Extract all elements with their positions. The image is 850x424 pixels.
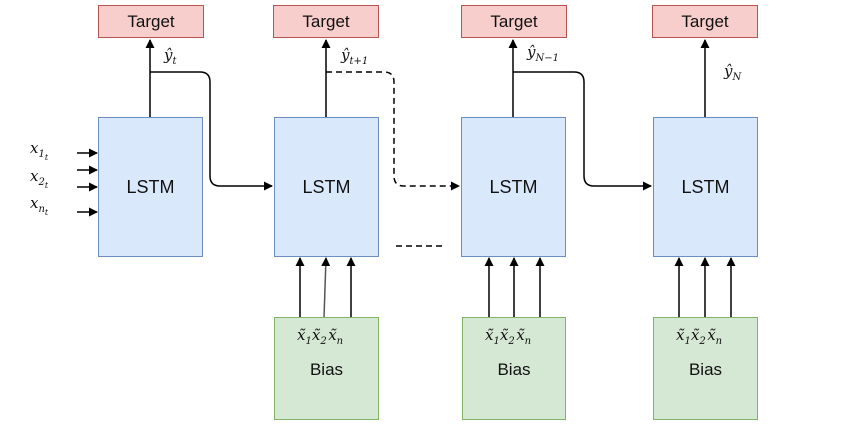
input-label-xnt: xnt [30,194,49,217]
bias-label: Bias [688,360,723,379]
bias-input-labels-1: x̃1x̃2 x̃n [297,326,344,347]
bias-arrow-1-2 [321,257,331,319]
target-box-4: Target [652,5,758,38]
prediction-label-1: ŷt [164,46,177,67]
recurrent-arrow-1 [150,71,273,191]
bias-label: Bias [309,360,344,379]
prediction-label-3: ŷN−1 [527,43,559,64]
target-box-1: Target [98,5,204,38]
recurrent-arrow-2 [326,71,460,191]
bias-input-labels-2: x̃1x̃2 x̃n [485,326,532,347]
bias-label: Bias [497,360,531,379]
input-label-x2t: x2t [30,167,49,190]
bias-box-3: Bias [653,317,758,420]
lstm-cell-4: LSTM [653,117,758,257]
bias-box-2: Bias [462,317,566,420]
target-box-3: Target [461,5,567,38]
bias-input-labels-3: x̃1x̃2 x̃n [676,326,723,347]
lstm-cell-3: LSTM [461,117,566,257]
input-label-x1t: x1t [30,139,49,162]
target-box-2: Target [273,5,379,38]
prediction-label-2: ŷt+1 [341,46,369,67]
prediction-label-4: ŷN [724,62,742,83]
lstm-cell-1: LSTM [98,117,203,257]
bias-box-1: Bias [274,317,379,420]
recurrent-arrow-3 [513,71,652,191]
lstm-cell-2: LSTM [274,117,379,257]
